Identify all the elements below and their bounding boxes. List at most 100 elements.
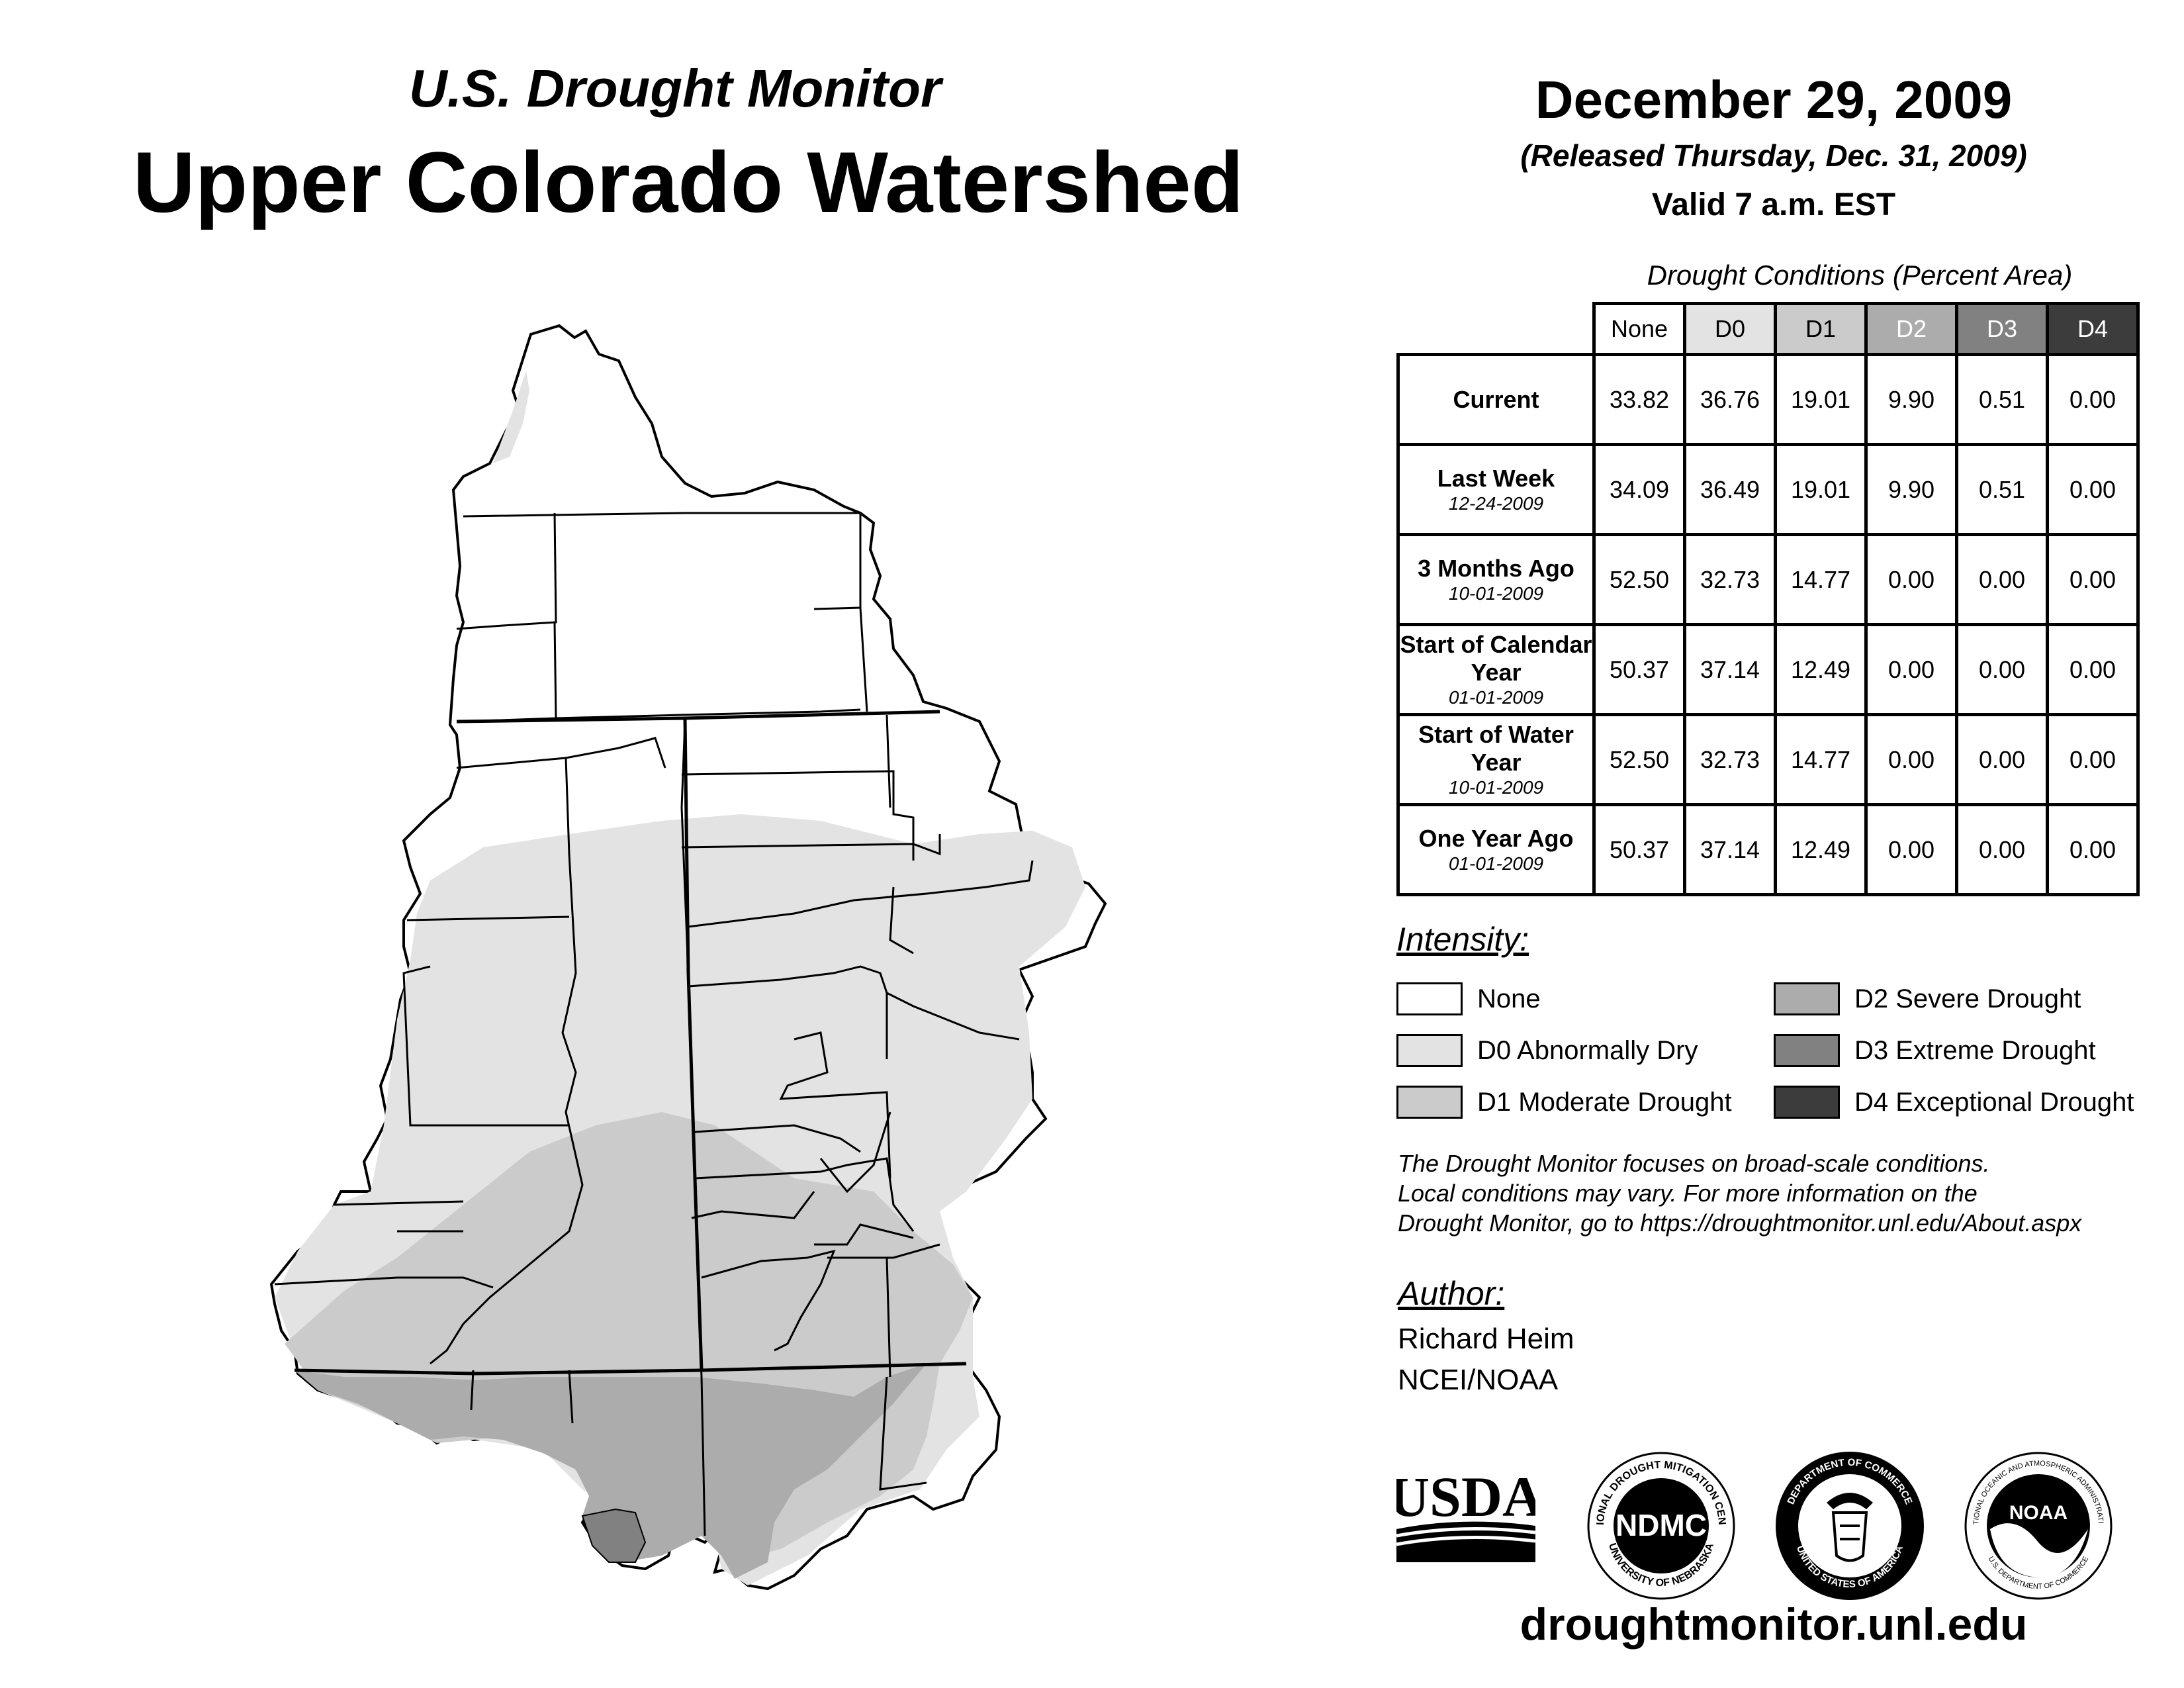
row-label: Start of Water Year 10-01-2009 [1396,713,1596,806]
table-cell: 34.09 [1592,443,1686,536]
column-header-d0: D0 [1683,302,1777,356]
row-label-date: 12-24-2009 [1448,492,1544,514]
row-label-date: 10-01-2009 [1448,583,1544,604]
disclaimer-note: The Drought Monitor focuses on broad-sca… [1398,1149,2179,1238]
table-cell: 37.14 [1683,623,1777,716]
ndmc-logo: NATIONAL DROUGHT MITIGATION CENTER UNIVE… [1585,1450,1735,1600]
table-cell: 0.00 [1864,533,1958,626]
column-header-none: None [1592,302,1686,356]
column-header-d1: D1 [1774,302,1868,356]
row-label: Start of Calendar Year 01-01-2009 [1396,623,1596,716]
legend-item-d4: D4 Exceptional Drought [1774,1082,2134,1123]
table-cell: 14.77 [1774,533,1868,626]
table-cell: 0.00 [1864,713,1958,806]
legend-label: D0 Abnormally Dry [1477,1035,1698,1065]
note-line: The Drought Monitor focuses on broad-sca… [1398,1150,1990,1177]
legend-swatch [1774,1086,1840,1119]
legend-swatch [1396,1086,1463,1119]
table-cell: 0.00 [1864,623,1958,716]
column-header-d3: D3 [1955,302,2049,356]
row-label: 3 Months Ago 10-01-2009 [1396,533,1596,626]
legend-item-d3: D3 Extreme Drought [1774,1030,2096,1071]
table-cell: 0.00 [1955,713,2049,806]
footer-url[interactable]: droughtmonitor.unl.edu [1520,1599,2028,1650]
table-cell: 0.00 [1955,533,2049,626]
legend-swatch [1396,1034,1463,1067]
table-cell: 12.49 [1774,623,1868,716]
legend-swatch [1774,982,1840,1015]
legend-item-d1: D1 Moderate Drought [1396,1082,1732,1123]
table-row: One Year Ago 01-01-2009 50.37 37.14 12.49 0.0… [1396,803,2140,896]
legend-item-d2: D2 Severe Drought [1774,978,2081,1019]
author-org: NCEI/NOAA [1398,1364,1559,1396]
row-label-date: 01-01-2009 [1448,853,1544,874]
legend-label: D1 Moderate Drought [1477,1087,1732,1117]
table-row: Current 33.82 36.76 19.01 9.90 0.51 0.00 [1396,353,2140,446]
author-name: Richard Heim [1398,1323,1574,1355]
watershed-map [269,324,1107,1591]
table-header-row: None D0 D1 D2 D3 D4 [1398,302,2140,356]
row-label-text: Start of Calendar Year [1400,630,1592,686]
state-lines [294,710,967,1376]
table-cell: 50.37 [1592,623,1686,716]
table-cell: 9.90 [1864,443,1958,536]
table-cell: 19.01 [1774,443,1868,536]
table-cell: 0.00 [2046,713,2140,806]
table-cell: 0.00 [2046,353,2140,446]
table-cell: 14.77 [1774,713,1868,806]
table-cell: 32.73 [1683,713,1777,806]
legend-label: None [1477,984,1541,1013]
legend-swatch [1774,1034,1840,1067]
note-line: Local conditions may vary. For more info… [1398,1180,1978,1207]
table-cell: 0.00 [1864,803,1958,896]
d0-north-strip [493,371,529,463]
legend-label: D3 Extreme Drought [1854,1035,2096,1065]
note-line: Drought Monitor, go to https://droughtmo… [1398,1209,2082,1237]
table-cell: 12.49 [1774,803,1868,896]
row-label-text: Last Week [1437,464,1555,492]
row-label-date: 01-01-2009 [1448,686,1544,708]
table-cell: 0.00 [1955,623,2049,716]
map-date: December 29, 2009 [1535,70,2013,129]
table-cell: 0.51 [1955,443,2049,536]
row-label-text: One Year Ago [1418,824,1574,852]
map-subtitle: U.S. Drought Monitor [408,59,942,118]
row-label-date: 10-01-2009 [1448,776,1544,798]
column-header-d4: D4 [2046,302,2140,356]
row-label-text: Start of Water Year [1418,720,1574,776]
row-label-text: Current [1453,385,1539,413]
legend-swatch [1396,982,1463,1015]
legend-item-d0: D0 Abnormally Dry [1396,1030,1698,1071]
table-row: Start of Calendar Year 01-01-2009 50.37 37.… [1396,623,2140,716]
usda-logo: USDA [1396,1465,1535,1562]
legend-label: D4 Exceptional Drought [1854,1087,2134,1117]
table-cell: 0.00 [2046,623,2140,716]
table-cell: 0.00 [2046,533,2140,626]
noaa-logo: NATIONAL OCEANIC AND ATMOSPHERIC ADMINIS… [1962,1450,2113,1600]
table-cell: 36.49 [1683,443,1777,536]
row-label: Last Week 12-24-2009 [1396,443,1596,536]
doc-seal: DEPARTMENT OF COMMERCE UNITED STATES OF … [1776,1452,1924,1600]
table-cell: 37.14 [1683,803,1777,896]
legend-heading: Intensity: [1396,921,1529,958]
table-cell: 36.76 [1683,353,1777,446]
ndmc-logo-text: NDMC [1615,1508,1707,1542]
d2-region [295,1364,927,1579]
release-note: (Released Thursday, Dec. 31, 2009) [1520,138,2027,173]
drought-conditions-table: None D0 D1 D2 D3 D4 Current 33.82 36.76 19.… [1396,302,2140,896]
table-cell: 0.00 [1955,803,2049,896]
legend-label: D2 Severe Drought [1854,984,2081,1013]
table-row: Last Week 12-24-2009 34.09 36.49 19.01 9.90 0.… [1396,443,2140,536]
table-caption: Drought Conditions (Percent Area) [1647,259,2073,291]
table-cell: 32.73 [1683,533,1777,626]
d3-region [581,1508,647,1563]
map-title: Upper Colorado Watershed [132,134,1244,230]
table-cell: 0.00 [2046,443,2140,536]
table-corner [1398,303,1596,356]
table-cell: 9.90 [1864,353,1958,446]
legend-item-none: None [1396,978,1541,1019]
table-cell: 52.50 [1592,533,1686,626]
table-cell: 52.50 [1592,713,1686,806]
table-cell: 33.82 [1592,353,1686,446]
row-label-text: 3 Months Ago [1418,554,1574,582]
